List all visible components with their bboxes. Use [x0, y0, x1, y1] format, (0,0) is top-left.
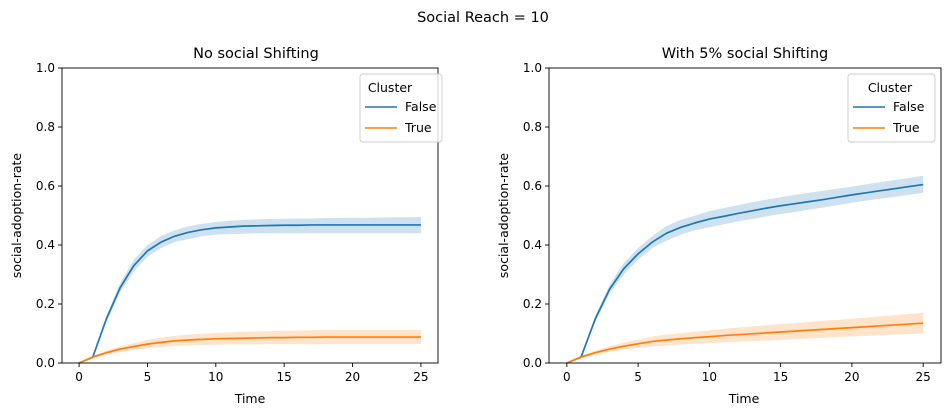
- x-tick-label: 25: [916, 370, 931, 384]
- plot-frame: [548, 67, 942, 364]
- x-tick-label: 5: [144, 370, 152, 384]
- x-tick-label: 20: [345, 370, 360, 384]
- y-tick-label: 1.0: [36, 61, 55, 75]
- y-tick-label: 0.0: [36, 356, 55, 370]
- y-tick-label: 0.8: [36, 120, 55, 134]
- panel-no-social-shifting: No social Shifting 0 5 10 15 20 25 0.0 0.2 0.4 0…: [9, 46, 443, 406]
- x-axis-label: Time: [234, 391, 266, 406]
- legend-box: [359, 73, 443, 143]
- legend-entry-false: False: [893, 99, 925, 114]
- x-tick-label: 20: [844, 370, 859, 384]
- x-tick-label: 0: [75, 370, 83, 384]
- x-tick-label: 0: [563, 370, 571, 384]
- ci-band-false: [79, 216, 421, 363]
- plot-frame: [61, 67, 439, 364]
- x-tick-label: 25: [413, 370, 428, 384]
- series-line-false: [78, 224, 421, 364]
- x-tick-label: 10: [208, 370, 223, 384]
- x-tick-label: 5: [634, 370, 642, 384]
- legend: Cluster False True: [847, 73, 936, 143]
- x-tick-label: 10: [702, 370, 717, 384]
- panel-with-5-percent-social-shifting: With 5% social Shifting 0 5 10 15 20 25 0.0 0.…: [496, 46, 942, 406]
- panel-title: With 5% social Shifting: [662, 46, 828, 62]
- x-tick-label: 15: [773, 370, 788, 384]
- legend: Cluster False True: [359, 73, 443, 143]
- y-tick-label: 0.2: [523, 297, 542, 311]
- ci-band-true: [79, 329, 421, 363]
- y-tick-label: 1.0: [523, 61, 542, 75]
- figure-suptitle: Social Reach = 10: [417, 10, 549, 26]
- y-tick-label: 0.6: [36, 179, 55, 193]
- legend-entry-true: True: [404, 120, 432, 135]
- series-line-false: [566, 183, 924, 364]
- y-axis-label: social-adoption-rate: [496, 153, 511, 278]
- ci-band-false: [566, 175, 924, 363]
- y-tick-label: 0.4: [36, 238, 55, 252]
- y-tick-label: 0.8: [523, 120, 542, 134]
- ci-band-true: [566, 312, 924, 363]
- legend-entry-true: True: [892, 120, 920, 135]
- x-tick-label: 15: [277, 370, 292, 384]
- legend-entry-false: False: [405, 99, 437, 114]
- y-axis-label: social-adoption-rate: [9, 153, 24, 278]
- panel-title: No social Shifting: [193, 46, 319, 62]
- y-tick-label: 0.2: [36, 297, 55, 311]
- legend-title: Cluster: [868, 80, 913, 95]
- y-tick-label: 0.6: [523, 179, 542, 193]
- legend-title: Cluster: [368, 80, 413, 95]
- legend-box: [847, 73, 936, 143]
- x-axis-label: Time: [728, 391, 760, 406]
- series-line-true: [566, 322, 924, 364]
- y-tick-label: 0.4: [523, 238, 542, 252]
- y-tick-label: 0.0: [523, 356, 542, 370]
- series-line-true: [78, 336, 421, 364]
